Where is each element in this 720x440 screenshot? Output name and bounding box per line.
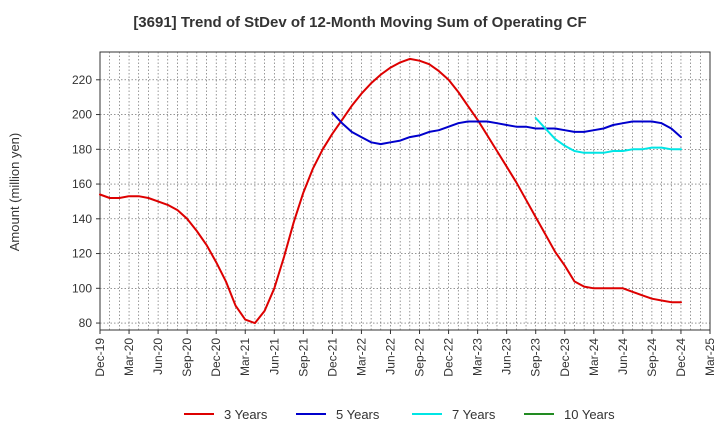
y-tick-label: 140 [72, 212, 92, 226]
y-tick-label: 120 [72, 247, 92, 261]
x-tick-label: Dec-22 [442, 338, 456, 377]
x-tick-label: Sep-24 [645, 338, 659, 377]
y-tick-label: 160 [72, 177, 92, 191]
y-tick-label: 80 [79, 316, 93, 330]
x-tick-label: Sep-20 [180, 338, 194, 377]
x-tick-label: Mar-23 [471, 338, 485, 376]
x-tick-label: Sep-22 [413, 338, 427, 377]
x-tick-label: Mar-24 [587, 338, 601, 376]
x-tick-label: Mar-21 [238, 338, 252, 376]
x-tick-label: Jun-20 [151, 338, 165, 375]
y-tick-label: 100 [72, 281, 92, 295]
x-tick-label: Jun-21 [267, 338, 281, 375]
axes: 80 100 120 140 160 180 200 220 Dec-19 Mar-20 Jun-2… [72, 73, 717, 377]
x-tick-label: Mar-20 [122, 338, 136, 376]
series-lines [99, 57, 682, 325]
series-line-3-years [99, 57, 682, 325]
x-tick-label: Jun-23 [500, 338, 514, 375]
legend-label: 7 Years [452, 407, 496, 422]
legend-label: 5 Years [336, 407, 380, 422]
x-tick-label: Dec-24 [674, 338, 688, 377]
grid-lines [100, 52, 710, 330]
x-tick-label: Sep-21 [296, 338, 310, 377]
x-tick-label: Dec-19 [93, 338, 107, 377]
series-line-5-years [331, 111, 682, 146]
x-tick-label: Mar-22 [354, 338, 368, 376]
x-tick-label: Dec-23 [558, 338, 572, 377]
legend-label: 3 Years [224, 407, 268, 422]
plot-area [99, 51, 711, 331]
legend: 3 Years 5 Years 7 Years 10 Years [184, 407, 615, 422]
x-tick-label: Jun-24 [616, 338, 630, 375]
legend-label: 10 Years [564, 407, 615, 422]
x-tick-label: Jun-22 [383, 338, 397, 375]
plot-frame [99, 51, 711, 331]
y-axis-label: Amount (million yen) [7, 133, 22, 252]
y-tick-label: 220 [72, 73, 92, 87]
chart-title: [3691] Trend of StDev of 12-Month Moving… [133, 14, 587, 31]
x-tick-label: Mar-25 [703, 338, 717, 376]
y-tick-label: 180 [72, 142, 92, 156]
y-tick-label: 200 [72, 108, 92, 122]
x-tick-label: Dec-21 [325, 338, 339, 377]
x-tick-label: Sep-23 [529, 338, 543, 377]
x-tick-label: Dec-20 [209, 338, 223, 377]
series-line-7-years [534, 117, 682, 154]
